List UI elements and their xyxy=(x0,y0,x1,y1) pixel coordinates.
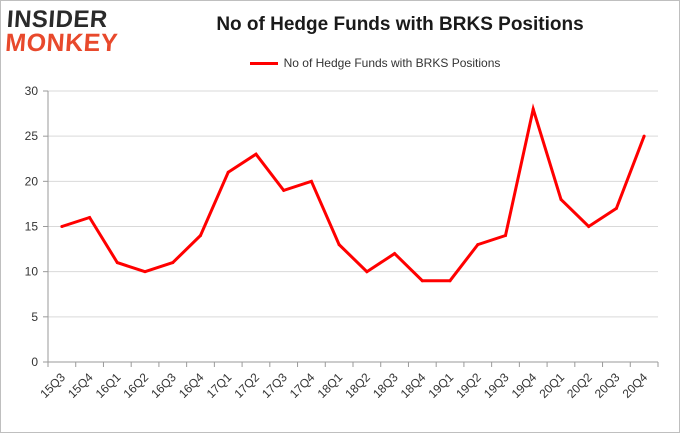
y-tick-label: 15 xyxy=(25,220,39,234)
x-tick-label: 15Q4 xyxy=(65,370,96,401)
x-tick-label: 17Q3 xyxy=(259,370,290,401)
x-tick-label: 16Q1 xyxy=(93,370,124,401)
x-tick-label: 20Q3 xyxy=(592,370,623,401)
y-tick-label: 20 xyxy=(25,174,39,188)
x-tick-label: 16Q4 xyxy=(176,370,207,401)
y-tick-label: 30 xyxy=(25,84,39,98)
x-tick-label: 19Q1 xyxy=(426,370,457,401)
x-tick-label: 18Q4 xyxy=(398,370,429,401)
data-point xyxy=(199,234,202,238)
x-tick-label: 19Q4 xyxy=(509,370,540,401)
series-line xyxy=(61,103,646,283)
x-tick-label: 19Q2 xyxy=(453,370,484,401)
x-tick-label: 17Q1 xyxy=(204,370,235,401)
y-tick-label: 25 xyxy=(25,129,39,143)
data-point xyxy=(171,261,175,265)
y-tick-label: 10 xyxy=(25,265,39,279)
data-point xyxy=(504,234,507,238)
x-tick-label: 17Q4 xyxy=(287,370,318,401)
data-point xyxy=(587,225,591,228)
x-tick-label: 17Q2 xyxy=(231,370,262,401)
data-point xyxy=(88,215,92,219)
y-tick-label: 0 xyxy=(31,355,38,369)
data-point xyxy=(420,279,424,283)
data-point xyxy=(559,197,563,201)
data-point xyxy=(531,107,535,111)
data-point xyxy=(365,270,369,274)
data-point xyxy=(254,152,258,156)
x-tick-label: 20Q2 xyxy=(564,370,595,401)
y-tick-label: 5 xyxy=(31,310,38,324)
x-tick-label: 18Q3 xyxy=(370,370,401,401)
data-point xyxy=(393,252,397,256)
data-point xyxy=(448,279,452,283)
x-tick-label: 19Q3 xyxy=(481,370,512,401)
x-tick-label: 16Q2 xyxy=(121,370,152,401)
data-point xyxy=(614,206,618,210)
x-tick-label: 20Q4 xyxy=(620,370,651,401)
chart-legend: No of Hedge Funds with BRKS Positions xyxy=(0,55,680,71)
data-point xyxy=(143,270,147,274)
x-tick-label: 18Q1 xyxy=(315,370,346,401)
data-point xyxy=(282,188,286,192)
data-point xyxy=(60,225,64,228)
x-tick-label: 20Q1 xyxy=(536,370,567,401)
data-point xyxy=(642,134,646,138)
data-point xyxy=(337,243,341,247)
x-tick-label: 18Q2 xyxy=(342,370,373,401)
data-point xyxy=(115,261,119,265)
data-point xyxy=(226,170,230,174)
data-point xyxy=(309,179,313,183)
legend-swatch xyxy=(249,61,278,65)
x-tick-label: 16Q3 xyxy=(148,370,179,401)
chart-title: No of Hedge Funds with BRKS Positions xyxy=(216,14,584,35)
legend-label: No of Hedge Funds with BRKS Positions xyxy=(283,56,501,70)
data-point xyxy=(476,243,480,247)
x-tick-label: 15Q3 xyxy=(37,370,68,401)
